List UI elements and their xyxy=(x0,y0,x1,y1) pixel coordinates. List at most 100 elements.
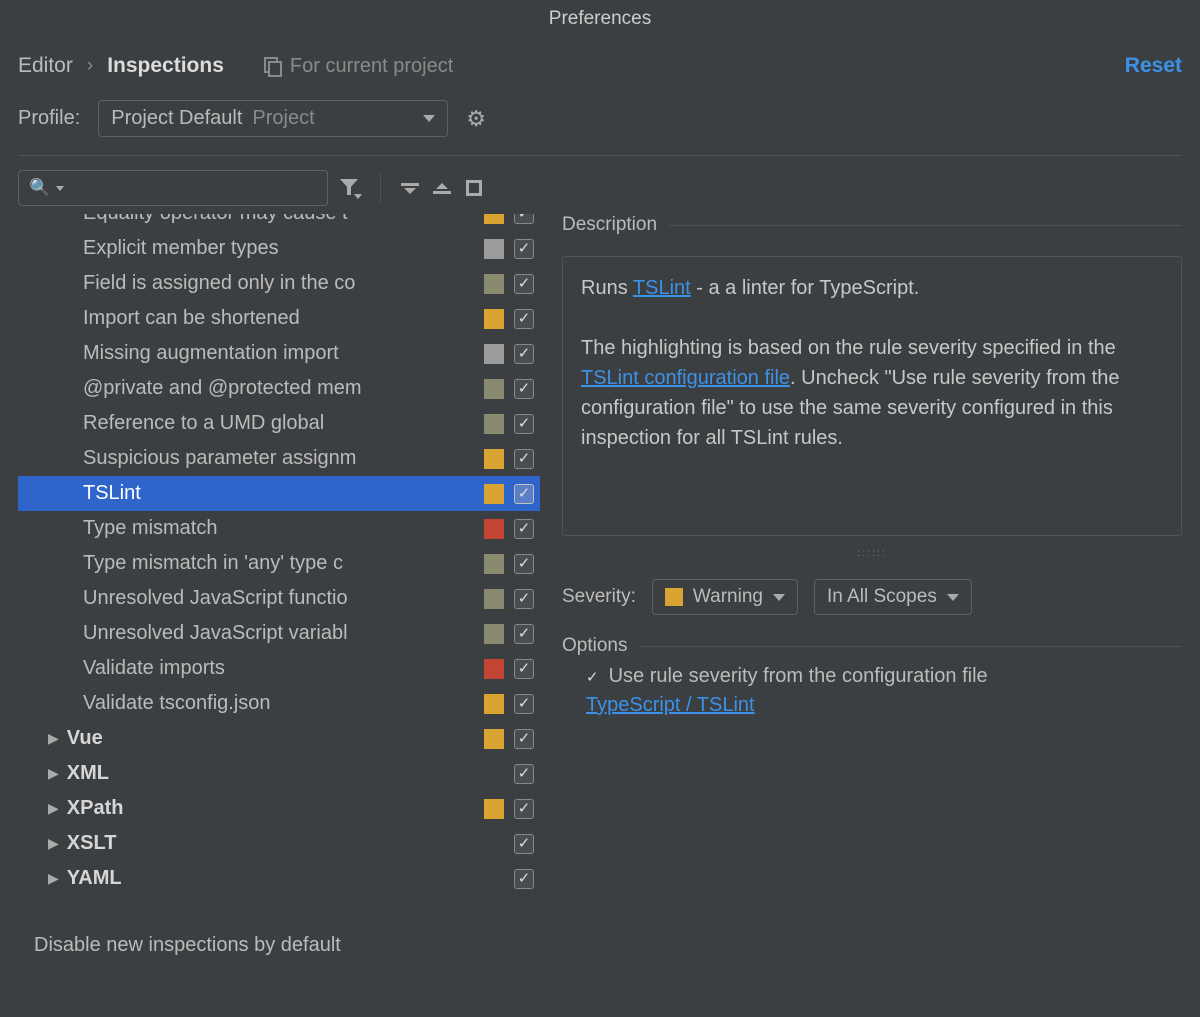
severity-swatch xyxy=(484,799,504,819)
tree-item[interactable]: Validate tsconfig.json✓ xyxy=(18,686,540,721)
chevron-right-icon: › xyxy=(87,55,93,77)
window-title: Preferences xyxy=(0,0,1200,38)
options-title-text: Options xyxy=(562,635,627,657)
item-checkbox[interactable]: ✓ xyxy=(514,309,534,329)
tree-item[interactable]: Type mismatch ✓ xyxy=(18,511,540,546)
severity-swatch xyxy=(484,869,504,889)
description-title-text: Description xyxy=(562,214,657,236)
typescript-tslint-link[interactable]: TypeScript / TSLint xyxy=(586,694,1182,717)
item-checkbox[interactable]: ✓ xyxy=(514,519,534,539)
severity-swatch xyxy=(484,834,504,854)
item-checkbox[interactable]: ✓ xyxy=(514,869,534,889)
tree-category[interactable]: ▶XML✓ xyxy=(18,756,540,791)
item-checkbox[interactable]: ✓ xyxy=(514,449,534,469)
item-checkbox[interactable]: ✓ xyxy=(514,799,534,819)
chevron-down-icon xyxy=(773,594,785,601)
item-checkbox[interactable]: ✓ xyxy=(514,214,534,224)
tslint-link[interactable]: TSLint xyxy=(633,277,691,299)
tree-item[interactable]: Field is assigned only in the co✓ xyxy=(18,266,540,301)
tree-item[interactable]: Import can be shortened ✓ xyxy=(18,301,540,336)
desc-text: - a a linter for TypeScript. xyxy=(691,277,920,299)
item-checkbox[interactable]: ✓ xyxy=(514,834,534,854)
item-label: @private and @protected mem xyxy=(83,377,484,400)
item-label: Import can be shortened xyxy=(83,307,484,330)
severity-row: Severity: Warning In All Scopes xyxy=(562,579,1182,615)
disclosure-icon[interactable]: ▶ xyxy=(48,800,59,817)
profile-name: Project Default xyxy=(111,107,242,130)
option-label: Use rule severity from the configuration… xyxy=(609,665,988,688)
option-checkbox[interactable]: ✓ xyxy=(586,665,599,688)
disclosure-icon[interactable]: ▶ xyxy=(48,835,59,852)
severity-swatch xyxy=(484,344,504,364)
severity-select[interactable]: Warning xyxy=(652,579,798,615)
inspections-tree[interactable]: Equality operator may cause t✓Explicit m… xyxy=(18,214,540,924)
severity-swatch xyxy=(484,554,504,574)
item-checkbox[interactable]: ✓ xyxy=(514,379,534,399)
severity-swatch xyxy=(484,379,504,399)
tree-category[interactable]: ▶ XSLT ✓ xyxy=(18,826,540,861)
scope-select[interactable]: In All Scopes xyxy=(814,579,972,615)
chevron-down-icon xyxy=(56,186,64,191)
severity-swatch xyxy=(484,484,504,504)
disclosure-icon[interactable]: ▶ xyxy=(48,870,59,887)
search-input[interactable]: 🔍 xyxy=(18,170,328,206)
item-label: Unresolved JavaScript variabl xyxy=(83,622,484,645)
divider xyxy=(669,225,1182,226)
tree-item[interactable]: Reference to a UMD global✓ xyxy=(18,406,540,441)
item-checkbox[interactable]: ✓ xyxy=(514,694,534,714)
item-checkbox[interactable]: ✓ xyxy=(514,624,534,644)
item-checkbox[interactable]: ✓ xyxy=(514,274,534,294)
disclosure-icon[interactable]: ▶ xyxy=(48,765,59,782)
tree-item[interactable]: Type mismatch in 'any' type c✓ xyxy=(18,546,540,581)
severity-label: Severity: xyxy=(562,586,636,608)
item-label: Equality operator may cause t xyxy=(83,214,484,225)
item-checkbox[interactable]: ✓ xyxy=(514,484,534,504)
tree-item[interactable]: TSLint ✓ xyxy=(18,476,540,511)
scope-value: In All Scopes xyxy=(827,586,937,608)
options-title: Options xyxy=(562,635,1182,657)
severity-swatch xyxy=(484,274,504,294)
breadcrumb-root[interactable]: Editor xyxy=(18,54,73,78)
item-checkbox[interactable]: ✓ xyxy=(514,764,534,784)
tree-item[interactable]: Suspicious parameter assignm✓ xyxy=(18,441,540,476)
severity-swatch xyxy=(484,589,504,609)
tree-category[interactable]: ▶XPath✓ xyxy=(18,791,540,826)
severity-swatch xyxy=(484,624,504,644)
profile-select[interactable]: Project Default Project xyxy=(98,100,448,137)
breadcrumb: Editor › Inspections xyxy=(18,54,224,78)
item-checkbox[interactable]: ✓ xyxy=(514,659,534,679)
expand-all-icon[interactable] xyxy=(399,177,421,199)
disclosure-icon[interactable]: ▶ xyxy=(48,730,59,747)
tree-category[interactable]: ▶YAML✓ xyxy=(18,861,540,896)
scope-indicator: For current project xyxy=(264,55,453,78)
item-checkbox[interactable]: ✓ xyxy=(514,729,534,749)
item-checkbox[interactable]: ✓ xyxy=(514,239,534,259)
tree-category[interactable]: ▶Vue✓ xyxy=(18,721,540,756)
tree-item[interactable]: @private and @protected mem ✓ xyxy=(18,371,540,406)
item-label: Type mismatch xyxy=(83,517,484,540)
tree-item[interactable]: Unresolved JavaScript variabl ✓ xyxy=(18,616,540,651)
item-checkbox[interactable]: ✓ xyxy=(514,414,534,434)
tree-item[interactable]: Unresolved JavaScript functio✓ xyxy=(18,581,540,616)
tree-item[interactable]: Explicit member types✓ xyxy=(18,231,540,266)
item-checkbox[interactable]: ✓ xyxy=(514,344,534,364)
item-checkbox[interactable]: ✓ xyxy=(514,589,534,609)
tslint-config-link[interactable]: TSLint configuration file xyxy=(581,367,790,389)
item-checkbox[interactable]: ✓ xyxy=(514,554,534,574)
item-label: XSLT xyxy=(67,832,484,855)
severity-swatch xyxy=(665,588,683,606)
filter-icon[interactable] xyxy=(338,177,360,199)
collapse-all-icon[interactable] xyxy=(431,177,453,199)
resize-grip[interactable]: :::::: xyxy=(562,548,1182,559)
severity-swatch xyxy=(484,414,504,434)
desc-text: The highlighting is based on the rule se… xyxy=(581,337,1116,359)
toggle-icon[interactable] xyxy=(463,177,485,199)
tree-item[interactable]: Validate imports ✓ xyxy=(18,651,540,686)
tree-item[interactable]: Equality operator may cause t ✓ xyxy=(18,214,540,231)
reset-button[interactable]: Reset xyxy=(1125,54,1182,78)
item-label: TSLint xyxy=(83,482,484,505)
tree-item[interactable]: Missing augmentation import✓ xyxy=(18,336,540,371)
gear-icon[interactable]: ⚙ xyxy=(466,106,486,132)
severity-swatch xyxy=(484,729,504,749)
item-label: Validate imports xyxy=(83,657,484,680)
